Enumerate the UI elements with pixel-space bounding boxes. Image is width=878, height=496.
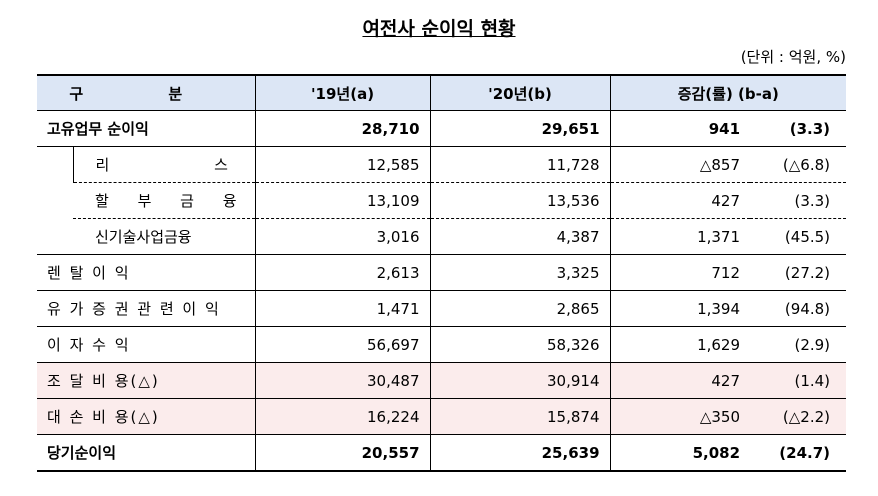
value-cell: 1,629 (609, 326, 751, 363)
row-label: 리 스 (72, 146, 256, 183)
rate-cell: (1.4) (750, 362, 847, 399)
value-cell: 427 (609, 182, 751, 219)
table-row: 이 자 수 익 56,697 58,326 1,629 (2.9) (37, 326, 847, 363)
value-cell: 5,082 (609, 434, 751, 472)
header-cell: '20년(b) (429, 74, 611, 111)
value-cell: 712 (609, 254, 751, 291)
table-row: 대 손 비 용(△) 16,224 15,874 △350 (△2.2) (37, 398, 847, 435)
table-row: 신기술사업금융 3,016 4,387 1,371 (45.5) (37, 218, 847, 255)
rate-cell: (94.8) (750, 290, 847, 327)
value-cell: 11,728 (429, 146, 611, 183)
rate-cell: (2.9) (750, 326, 847, 363)
value-cell: 941 (609, 110, 751, 147)
row-label: 렌 탈 이 익 (37, 254, 256, 291)
table-row: 렌 탈 이 익 2,613 3,325 712 (27.2) (37, 254, 847, 291)
rate-cell: (24.7) (750, 434, 847, 472)
table-row: 리 스 12,585 11,728 △857 (△6.8) (37, 146, 847, 255)
rate-cell: (△2.2) (750, 398, 847, 435)
table-row: 조 달 비 용(△) 30,487 30,914 427 (1.4) (37, 362, 847, 399)
row-label: 대 손 비 용(△) (37, 398, 256, 435)
header-cell: 증감(률) (b-a) (609, 74, 847, 111)
value-cell: 1,371 (609, 218, 751, 255)
row-label: 이 자 수 익 (37, 326, 256, 363)
rate-cell: (27.2) (750, 254, 847, 291)
header-row: 구 분 '19년(a) '20년(b) 증감(률) (b-a) (37, 74, 847, 111)
value-cell: 13,536 (429, 182, 611, 219)
unit: (단위 : 억원, %) (740, 48, 846, 66)
value-cell: 3,016 (254, 218, 431, 255)
value-cell: 13,109 (254, 182, 431, 219)
value-cell: 56,697 (254, 326, 431, 363)
rate-cell: (45.5) (750, 218, 847, 255)
value-cell: 30,914 (429, 362, 611, 399)
value-cell: 4,387 (429, 218, 611, 255)
header-cell: 구 분 (37, 74, 256, 111)
value-cell: △857 (609, 146, 751, 183)
table: 구 분 '19년(a) '20년(b) 증감(률) (b-a) 고유업무 순이익 28,7… (37, 74, 847, 472)
title: 여전사 순이익 현황 (362, 18, 516, 40)
value-cell: 29,651 (429, 110, 611, 147)
value-cell: 1,471 (254, 290, 431, 327)
row-label: 할 부 금 융 (73, 182, 256, 219)
header-cell: '19년(a) (254, 74, 431, 111)
indent-cell (37, 146, 73, 255)
row-label: 당기순이익 (37, 434, 256, 472)
value-cell: 28,710 (254, 110, 431, 147)
rate-cell: (3.3) (750, 110, 847, 147)
value-cell: 427 (609, 362, 751, 399)
value-cell: 3,325 (429, 254, 611, 291)
table-row: 고유업무 순이익 28,710 29,651 941 (3.3) (37, 110, 847, 147)
value-cell: △350 (609, 398, 751, 435)
value-cell: 2,613 (254, 254, 431, 291)
rate-cell: (3.3) (750, 182, 847, 219)
value-cell: 16,224 (254, 398, 431, 435)
table-row: 할 부 금 융 13,109 13,536 427 (3.3) (37, 182, 847, 219)
row-label: 유 가 증 권 관 련 이 익 (37, 290, 256, 327)
value-cell: 25,639 (429, 434, 611, 472)
row-label: 고유업무 순이익 (37, 110, 256, 147)
row-label: 조 달 비 용(△) (37, 362, 256, 399)
value-cell: 58,326 (429, 326, 611, 363)
table-row: 당기순이익 20,557 25,639 5,082 (24.7) (37, 434, 847, 472)
value-cell: 15,874 (429, 398, 611, 435)
row-label: 신기술사업금융 (73, 218, 256, 255)
value-cell: 20,557 (254, 434, 431, 472)
value-cell: 30,487 (254, 362, 431, 399)
value-cell: 1,394 (609, 290, 751, 327)
value-cell: 12,585 (254, 146, 431, 183)
value-cell: 2,865 (429, 290, 611, 327)
table-row: 유 가 증 권 관 련 이 익 1,471 2,865 1,394 (94.8) (37, 290, 847, 327)
rate-cell: (△6.8) (750, 146, 847, 183)
